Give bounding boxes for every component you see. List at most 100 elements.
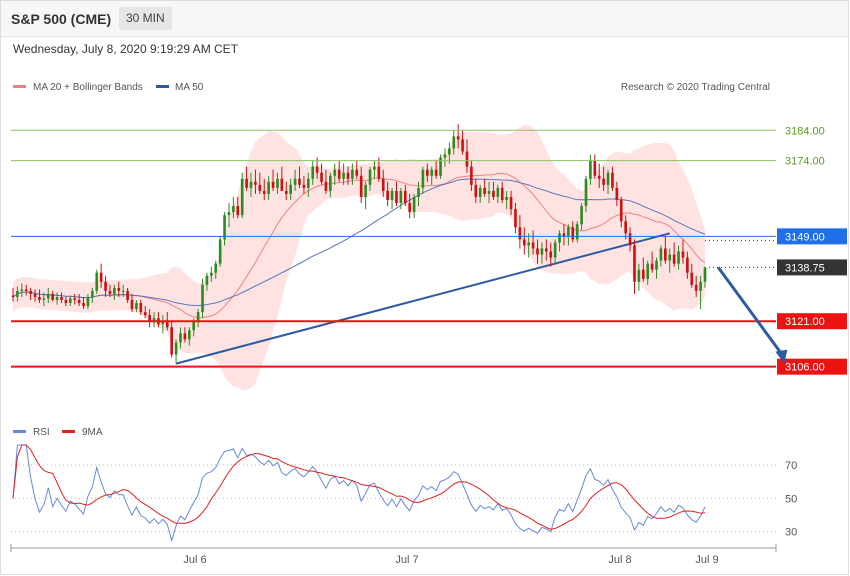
candle-body bbox=[470, 166, 473, 185]
candle-body bbox=[77, 300, 81, 304]
candle bbox=[633, 239, 636, 294]
candle bbox=[16, 286, 19, 302]
candle bbox=[280, 166, 284, 191]
candle bbox=[113, 284, 116, 300]
candle bbox=[210, 266, 213, 282]
candle bbox=[64, 296, 68, 307]
candle-body bbox=[694, 284, 698, 291]
candle-body bbox=[364, 184, 367, 197]
candle-body bbox=[641, 269, 645, 279]
candle-body bbox=[201, 284, 204, 313]
candle-body bbox=[690, 272, 694, 285]
candle bbox=[694, 275, 698, 297]
candle bbox=[342, 163, 345, 185]
candle-body bbox=[399, 190, 403, 204]
candle bbox=[461, 130, 464, 155]
candle bbox=[562, 224, 566, 246]
candle-body bbox=[545, 248, 548, 252]
candle bbox=[540, 242, 544, 264]
candle-body bbox=[474, 184, 478, 197]
instrument-title: S&P 500 (CME) bbox=[11, 11, 112, 27]
candle bbox=[24, 284, 28, 296]
candle bbox=[430, 166, 434, 185]
level-label: 3174.00 bbox=[785, 156, 825, 168]
candle-body bbox=[126, 290, 129, 300]
candle bbox=[351, 163, 354, 185]
candle bbox=[624, 215, 627, 240]
candle-body bbox=[412, 196, 416, 213]
candle-body bbox=[289, 184, 293, 194]
candle bbox=[359, 166, 363, 204]
candle-body bbox=[33, 293, 37, 297]
candle-body bbox=[699, 281, 702, 291]
candle bbox=[126, 287, 129, 304]
candle bbox=[161, 315, 165, 334]
forecast-arrow-shaft bbox=[717, 266, 786, 359]
candle bbox=[77, 293, 81, 307]
candle-body bbox=[522, 239, 526, 246]
candle-body bbox=[655, 260, 658, 270]
candle bbox=[619, 196, 623, 228]
candle bbox=[452, 130, 456, 155]
level-label: 3149.00 bbox=[785, 231, 825, 243]
candle bbox=[315, 157, 319, 179]
candle-body bbox=[386, 190, 389, 200]
candle bbox=[337, 160, 341, 182]
candle bbox=[483, 178, 486, 197]
candle-body bbox=[82, 303, 85, 307]
candle bbox=[664, 236, 667, 264]
candle-body bbox=[540, 248, 544, 255]
candle-body bbox=[536, 248, 539, 255]
level-tag bbox=[777, 228, 847, 245]
candle-body bbox=[276, 178, 279, 188]
candle bbox=[240, 172, 244, 219]
rising-trendline bbox=[175, 232, 670, 365]
candle-body bbox=[42, 298, 46, 300]
candle bbox=[381, 169, 385, 197]
candle-body bbox=[558, 233, 561, 243]
candle-body bbox=[575, 224, 579, 240]
candle-body bbox=[249, 181, 253, 188]
candle-body bbox=[637, 269, 641, 282]
timeframe-badge[interactable]: 30 MIN bbox=[119, 7, 172, 30]
candle-body bbox=[359, 175, 363, 197]
candle-body bbox=[196, 312, 200, 322]
candle-body bbox=[311, 166, 315, 179]
candle bbox=[355, 160, 359, 179]
candle-body bbox=[293, 178, 297, 185]
candle-body bbox=[478, 187, 482, 197]
candle-body bbox=[95, 272, 99, 291]
candle-body bbox=[628, 233, 632, 246]
candle-body bbox=[298, 178, 301, 185]
candle-body bbox=[487, 190, 491, 194]
candle-body bbox=[395, 190, 398, 204]
candle bbox=[637, 263, 641, 291]
candle-body bbox=[509, 196, 513, 210]
candle bbox=[602, 166, 605, 191]
candle-body bbox=[390, 190, 394, 200]
candle-body bbox=[408, 203, 412, 213]
candle bbox=[130, 293, 134, 313]
candle-body bbox=[593, 160, 597, 176]
candle-body bbox=[170, 327, 173, 355]
candle bbox=[289, 178, 293, 200]
candle bbox=[170, 321, 173, 358]
rsi-ma-legend-label: 9MA bbox=[82, 427, 103, 438]
candle-body bbox=[245, 178, 248, 188]
candle-body bbox=[417, 187, 420, 197]
candle-body bbox=[505, 196, 508, 200]
candle-body bbox=[562, 233, 566, 237]
candle bbox=[311, 160, 315, 185]
candle-body bbox=[611, 172, 614, 188]
candle-body bbox=[421, 169, 425, 188]
candle-body bbox=[284, 190, 288, 194]
candle-body bbox=[368, 169, 372, 185]
candle bbox=[262, 178, 266, 200]
candle-body bbox=[668, 254, 672, 261]
candle bbox=[668, 248, 672, 273]
candle-body bbox=[456, 136, 460, 140]
candle-body bbox=[148, 315, 151, 322]
level-label: 3106.00 bbox=[785, 362, 825, 374]
candle-body bbox=[183, 333, 187, 340]
candle bbox=[606, 169, 610, 194]
